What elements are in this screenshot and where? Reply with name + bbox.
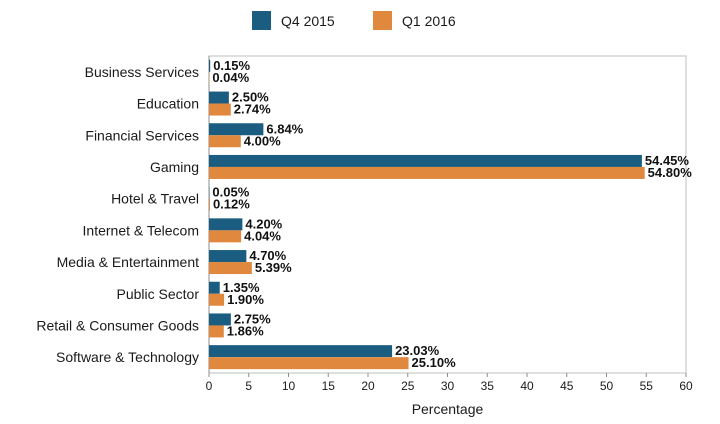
bar-q4-2015 [209,250,247,263]
legend-swatch [373,11,392,30]
data-label: 1.90% [227,292,264,307]
bar-q1-2016 [209,357,409,370]
data-label: 54.45% [645,153,690,168]
data-label: 1.35% [223,280,260,295]
bar-q1-2016 [209,198,210,211]
x-tick-label: 30 [441,379,455,393]
x-tick-label: 5 [245,379,252,393]
data-label: 0.15% [213,58,250,73]
data-label: 0.04% [212,70,249,85]
data-label: 2.50% [232,90,269,105]
data-label: 5.39% [255,260,292,275]
category-label: Public Sector [117,286,200,302]
x-axis-ticks: 0 5 10 15 20 25 30 35 40 45 50 55 60 [206,373,693,393]
bar-q1-2016 [209,262,252,275]
data-label: 4.00% [244,133,281,148]
category-label: Education [137,96,199,112]
category-label: Software & Technology [56,349,199,365]
bar-q4-2015 [209,345,393,358]
category-label: Business Services [85,64,199,80]
data-label: 4.04% [244,228,281,243]
x-axis-title: Percentage [412,401,484,417]
plot-frame [208,55,687,374]
bar-q1-2016 [209,230,242,243]
data-label: 0.12% [213,197,250,212]
data-label: 2.75% [234,311,271,326]
bar-q1-2016 [209,293,225,306]
x-tick-label: 35 [481,379,495,393]
data-label: 2.74% [234,102,271,117]
bar-q4-2015 [209,123,264,136]
bar-q1-2016 [209,325,224,338]
bar-q4-2015 [209,218,243,231]
data-label: 6.84% [266,121,303,136]
category-label: Hotel & Travel [111,191,199,207]
x-tick-label: 45 [560,379,574,393]
x-tick-label: 20 [361,379,375,393]
category-label: Financial Services [85,127,199,143]
category-labels: Business Services Education Financial Serv… [36,64,199,365]
data-label: 23.03% [395,343,440,358]
bar-q4-2015 [209,154,642,167]
legend-label: Q1 2016 [402,13,456,29]
bar-q4-2015 [209,281,220,294]
x-tick-label: 55 [640,379,654,393]
bar-q1-2016 [209,166,645,179]
legend-label: Q4 2015 [281,13,335,29]
bar-q4-2015 [209,91,229,104]
x-tick-label: 0 [206,379,213,393]
bar-q1-2016 [209,135,241,148]
data-label: 25.10% [412,355,457,370]
bar-q4-2015 [209,313,231,326]
data-label: 4.70% [249,248,286,263]
legend-swatch [252,11,271,30]
data-label: 1.86% [227,323,264,338]
plot-border [208,55,687,374]
legend: Q4 2015 Q1 2016 [252,11,456,30]
data-label: 4.20% [245,216,282,231]
bars: 0.15%0.04% 2.50%2.74% 6.84%4.00% 54.45%54.8… [209,58,692,370]
x-tick-label: 10 [282,379,296,393]
data-label: 54.80% [648,165,693,180]
bar-q1-2016 [209,103,231,116]
x-tick-label: 50 [600,379,614,393]
x-tick-label: 40 [520,379,534,393]
category-label: Media & Entertainment [57,254,200,270]
data-label: 0.05% [212,185,249,200]
category-label: Gaming [150,159,199,175]
category-label: Retail & Consumer Goods [36,317,199,333]
x-tick-label: 25 [401,379,415,393]
bar-q4-2015 [209,59,211,72]
x-tick-label: 60 [679,379,693,393]
category-label: Internet & Telecom [83,222,199,238]
x-tick-label: 15 [322,379,336,393]
